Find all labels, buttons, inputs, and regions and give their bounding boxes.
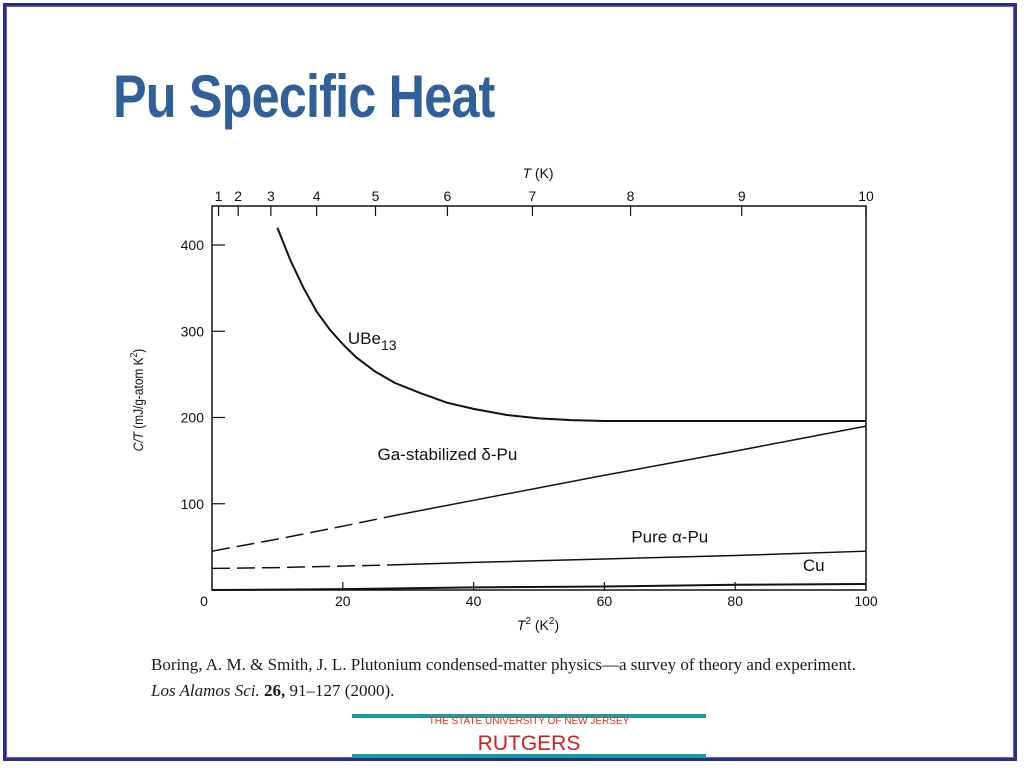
curve-label: Cu <box>803 556 825 575</box>
curve-label: UBe13 <box>348 329 397 353</box>
logo-subtitle: THE STATE UNIVERSITY OF NEW JERSEY <box>428 716 630 727</box>
curve-3 <box>211 583 867 591</box>
top-tick-label: 1 <box>215 188 223 204</box>
slide-border <box>3 3 1017 761</box>
citation-pages: 91–127 (2000). <box>285 681 395 700</box>
top-axis-title: T (K) <box>522 165 553 181</box>
y-tick-label: 200 <box>181 410 205 426</box>
x-axis-title: T2 (K2) <box>517 616 559 633</box>
rutgers-logo: THE STATE UNIVERSITY OF NEW JERSEY RUTGE… <box>352 714 706 758</box>
chart-axes: 0 20 40 60 80 100 100 200 300 400 1 2 3 4 5 6 7 8 9 10 T2 (K… <box>128 165 878 633</box>
x-tick-label: 40 <box>466 593 482 609</box>
top-tick-label: 7 <box>529 188 537 204</box>
top-tick-label: 2 <box>234 188 242 204</box>
top-tick-label: 5 <box>372 188 380 204</box>
top-tick-label: 10 <box>858 188 874 204</box>
curve-label: Ga-stabilized δ-Pu <box>378 445 518 464</box>
y-tick-label: 300 <box>181 323 205 339</box>
chart-curves <box>211 227 867 591</box>
plot-frame <box>211 205 867 591</box>
chart-curve-labels: UBe13 Ga-stabilized δ-Pu Pure α-Pu Cu <box>348 329 825 575</box>
curve-0 <box>276 227 866 422</box>
citation-volume: 26, <box>264 681 286 700</box>
curve-2-dashed <box>211 564 389 570</box>
logo-name: RUTGERS <box>477 732 581 755</box>
x-tick-label: 20 <box>335 593 351 609</box>
x-tick-label: 80 <box>727 593 743 609</box>
top-tick-label: 3 <box>267 188 275 204</box>
citation-text: Boring, A. M. & Smith, J. L. Plutonium c… <box>151 655 856 674</box>
logo-bar-bottom <box>352 754 706 758</box>
curve-1-dashed <box>211 513 402 552</box>
x-tick-label: 100 <box>854 593 878 609</box>
curve-label: Pure α-Pu <box>631 528 708 547</box>
y-tick-label: 100 <box>181 496 205 512</box>
citation: Boring, A. M. & Smith, J. L. Plutonium c… <box>151 652 871 704</box>
x-tick-label: 0 <box>200 593 208 609</box>
logo-bar-top <box>352 714 706 718</box>
curve-1-solid <box>401 425 867 515</box>
slide-title: Pu Specific Heat <box>113 63 495 130</box>
top-tick-label: 8 <box>627 188 635 204</box>
x-tick-label: 60 <box>597 593 613 609</box>
y-tick-label: 400 <box>181 237 205 253</box>
top-tick-label: 9 <box>738 188 746 204</box>
top-tick-label: 4 <box>313 188 321 204</box>
curve-2-solid <box>388 550 867 566</box>
top-tick-label: 6 <box>444 188 452 204</box>
citation-journal: Los Alamos Sci. <box>151 681 260 700</box>
y-axis-title: C/T (mJ/g-atom K2) <box>128 349 146 452</box>
